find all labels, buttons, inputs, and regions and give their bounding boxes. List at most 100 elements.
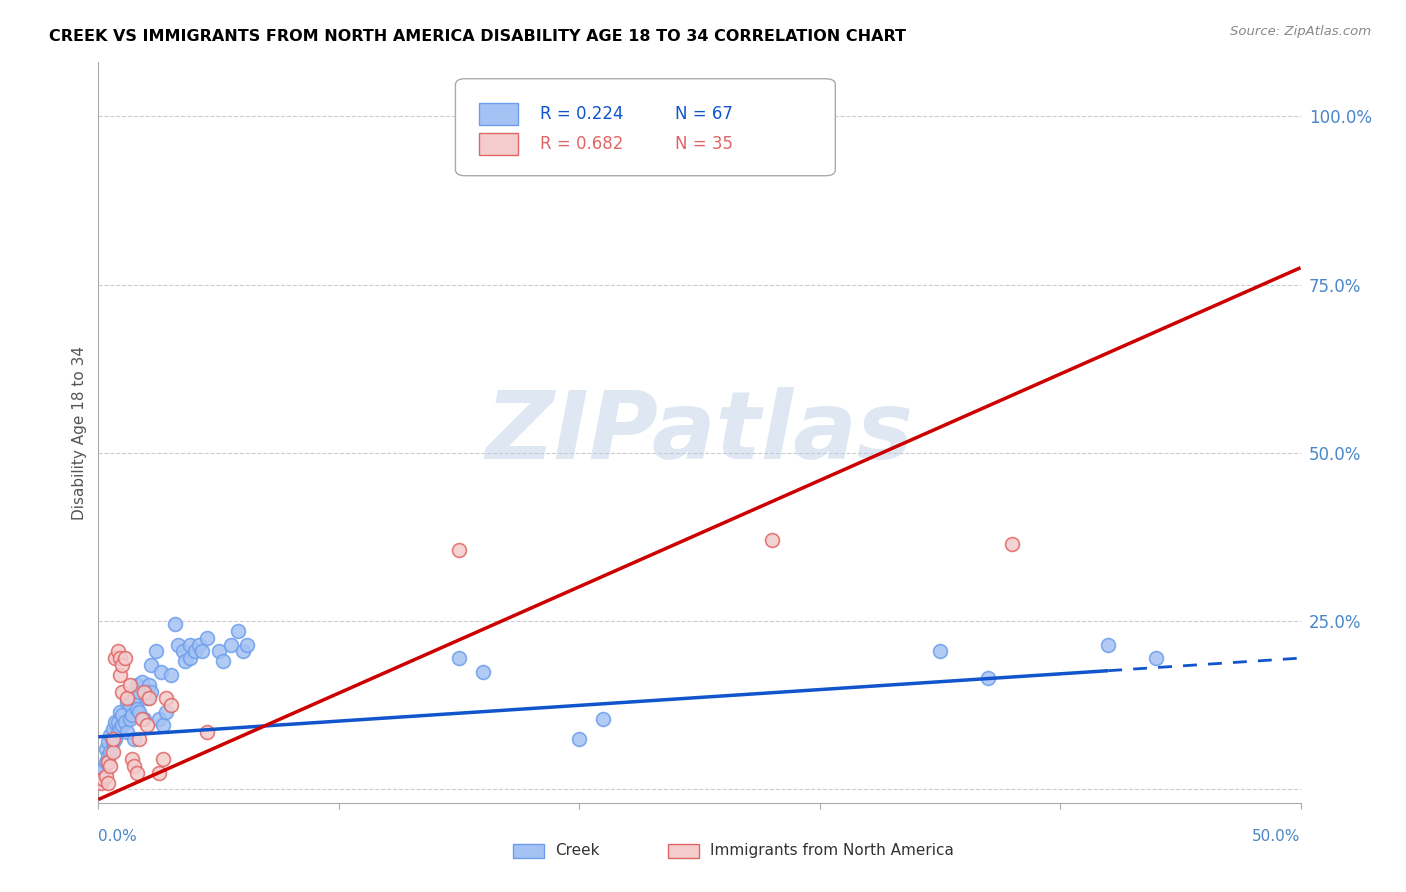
Point: [101, 722, 124, 736]
Point: [135, 691, 157, 706]
Point: [114, 651, 136, 665]
Text: Immigrants from North America: Immigrants from North America: [710, 844, 953, 858]
Point: [1001, 537, 1024, 551]
Text: CREEK VS IMMIGRANTS FROM NORTH AMERICA DISABILITY AGE 18 TO 34 CORRELATION CHART: CREEK VS IMMIGRANTS FROM NORTH AMERICA D…: [49, 29, 907, 44]
Point: [111, 718, 134, 732]
Point: [125, 678, 148, 692]
Point: [118, 678, 141, 692]
Point: [104, 731, 127, 746]
Point: [121, 708, 143, 723]
Point: [128, 685, 150, 699]
Point: [100, 745, 122, 759]
Point: [104, 651, 127, 665]
Point: [97, 756, 120, 770]
Point: [108, 705, 131, 719]
FancyBboxPatch shape: [456, 78, 835, 176]
Point: [166, 638, 188, 652]
Point: [128, 731, 150, 746]
Point: [761, 533, 783, 548]
Point: [138, 691, 160, 706]
Text: Source: ZipAtlas.com: Source: ZipAtlas.com: [1230, 25, 1371, 38]
Point: [94, 769, 117, 783]
Point: [97, 735, 120, 749]
Point: [108, 651, 131, 665]
Point: [174, 655, 197, 669]
Point: [195, 631, 218, 645]
Point: [117, 695, 139, 709]
Point: [107, 644, 129, 658]
Point: [159, 698, 181, 713]
Point: [124, 731, 146, 746]
Point: [141, 685, 163, 699]
Point: [101, 735, 124, 749]
Point: [172, 644, 194, 658]
Point: [94, 756, 117, 770]
Point: [128, 705, 150, 719]
Point: [124, 691, 146, 706]
Point: [101, 731, 124, 746]
Point: [148, 712, 170, 726]
Point: [94, 742, 117, 756]
Point: [118, 712, 141, 726]
Y-axis label: Disability Age 18 to 34: Disability Age 18 to 34: [72, 345, 87, 520]
FancyBboxPatch shape: [479, 103, 517, 126]
Point: [226, 624, 249, 639]
Point: [117, 725, 139, 739]
Point: [155, 705, 177, 719]
Point: [132, 685, 155, 699]
Point: [148, 765, 170, 780]
Point: [592, 712, 614, 726]
Point: [1097, 638, 1119, 652]
Point: [91, 772, 114, 787]
Point: [149, 665, 172, 679]
Point: [141, 657, 163, 672]
Point: [131, 674, 153, 689]
Point: [808, 109, 831, 123]
Point: [124, 758, 146, 772]
Point: [145, 644, 167, 658]
Text: R = 0.682: R = 0.682: [540, 135, 623, 153]
Point: [107, 725, 129, 739]
Point: [114, 714, 136, 729]
Point: [159, 668, 181, 682]
Point: [472, 665, 495, 679]
Point: [236, 638, 259, 652]
Point: [91, 762, 114, 776]
Point: [138, 678, 160, 692]
Point: [152, 752, 174, 766]
Point: [111, 657, 134, 672]
Point: [191, 644, 214, 658]
Point: [208, 644, 231, 658]
Point: [219, 638, 242, 652]
Point: [100, 758, 122, 772]
Point: [121, 752, 143, 766]
Text: 0.0%: 0.0%: [98, 830, 138, 844]
Point: [977, 671, 1000, 685]
Text: N = 35: N = 35: [675, 135, 734, 153]
Point: [104, 714, 127, 729]
Point: [100, 729, 122, 743]
Point: [447, 543, 470, 558]
Point: [101, 745, 124, 759]
Text: 50.0%: 50.0%: [1253, 830, 1301, 844]
Point: [91, 772, 114, 787]
Point: [212, 655, 235, 669]
Point: [97, 748, 120, 763]
Text: N = 67: N = 67: [675, 105, 734, 123]
Point: [568, 109, 591, 123]
Point: [568, 731, 591, 746]
Point: [97, 775, 120, 789]
Point: [125, 765, 148, 780]
Point: [152, 718, 174, 732]
Point: [108, 668, 131, 682]
Point: [135, 718, 157, 732]
Point: [188, 638, 211, 652]
Text: R = 0.224: R = 0.224: [540, 105, 623, 123]
Point: [1144, 651, 1167, 665]
Point: [118, 698, 141, 713]
Point: [90, 765, 112, 780]
Point: [131, 712, 153, 726]
Text: ZIPatlas: ZIPatlas: [485, 386, 914, 479]
Point: [232, 644, 254, 658]
Point: [155, 691, 177, 706]
